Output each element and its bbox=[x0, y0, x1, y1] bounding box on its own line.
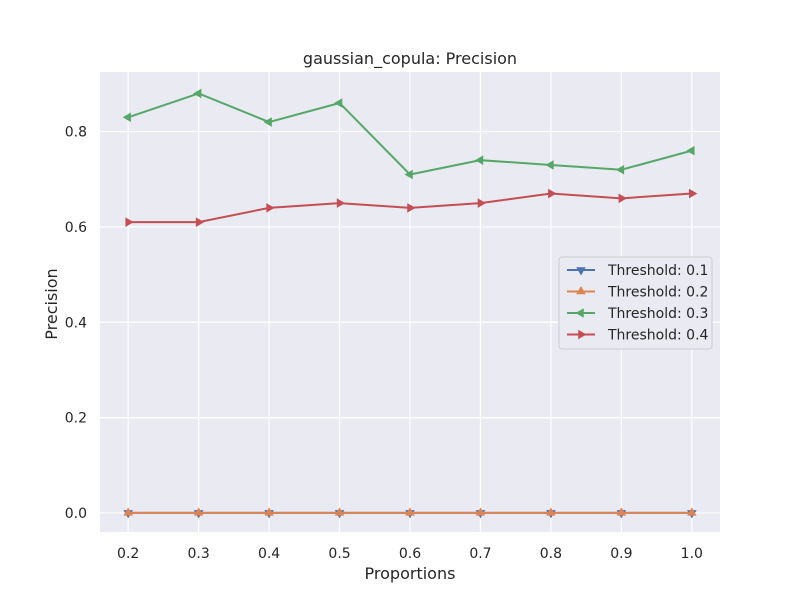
legend-label: Threshold: 0.3 bbox=[607, 306, 708, 322]
data-point bbox=[123, 507, 133, 516]
x-tick-label: 0.7 bbox=[469, 546, 491, 562]
data-point bbox=[616, 507, 627, 516]
data-point bbox=[686, 145, 695, 156]
legend-label: Threshold: 0.1 bbox=[607, 263, 708, 279]
data-point bbox=[193, 507, 204, 516]
legend-item: Threshold: 0.3 bbox=[567, 306, 708, 322]
data-point bbox=[334, 98, 343, 108]
x-tick-label: 0.4 bbox=[258, 546, 280, 562]
legend-label: Threshold: 0.4 bbox=[607, 328, 709, 344]
legend-box bbox=[558, 256, 713, 350]
data-point bbox=[266, 203, 275, 213]
series-layer bbox=[122, 88, 698, 519]
x-tick-label: 0.5 bbox=[328, 546, 350, 562]
x-tick-label: 0.6 bbox=[399, 546, 421, 562]
legend-item: Threshold: 0.4 bbox=[567, 328, 709, 344]
x-tick-label: 0.2 bbox=[117, 546, 139, 562]
y-tick-label: 0.8 bbox=[65, 125, 87, 141]
data-point bbox=[404, 169, 413, 180]
x-axis-label: Proportions bbox=[365, 564, 456, 583]
x-tick-label: 1.0 bbox=[681, 546, 703, 562]
y-tick-label: 0.6 bbox=[65, 220, 87, 236]
chart-title: gaussian_copula: Precision bbox=[303, 49, 517, 69]
data-point bbox=[193, 88, 202, 99]
data-point bbox=[195, 217, 205, 227]
y-tick-label: 0.4 bbox=[65, 315, 87, 331]
x-tick-label: 0.8 bbox=[540, 546, 562, 562]
data-point bbox=[618, 193, 627, 204]
legend-marker bbox=[578, 329, 587, 340]
series-3 bbox=[122, 88, 695, 180]
legend-item: Threshold: 0.2 bbox=[567, 285, 708, 301]
data-point bbox=[548, 188, 557, 199]
y-tick-label: 0.2 bbox=[65, 411, 87, 427]
series-2 bbox=[123, 507, 697, 516]
data-point bbox=[545, 160, 554, 170]
legend-marker bbox=[575, 308, 584, 318]
data-point bbox=[122, 112, 131, 123]
data-point bbox=[405, 507, 415, 516]
data-point bbox=[125, 217, 134, 227]
x-axis-ticks: 0.2 0.3 0.4 0.5 0.6 0.7 0.8 0.9 1.0 bbox=[117, 546, 703, 562]
y-tick-label: 0.0 bbox=[65, 506, 87, 522]
y-axis-label: Precision bbox=[42, 268, 61, 339]
data-point bbox=[474, 155, 484, 165]
y-axis-ticks: 0.0 0.2 0.4 0.6 0.8 bbox=[65, 125, 87, 522]
legend: Threshold: 0.1 Threshold: 0.2 Threshold: 0… bbox=[558, 256, 713, 350]
series-4 bbox=[125, 188, 698, 227]
data-point bbox=[546, 507, 556, 516]
data-point bbox=[689, 188, 698, 199]
data-point bbox=[264, 507, 274, 516]
x-tick-label: 0.9 bbox=[610, 546, 632, 562]
legend-label: Threshold: 0.2 bbox=[607, 285, 708, 301]
data-point bbox=[477, 198, 486, 208]
legend-item: Threshold: 0.1 bbox=[567, 263, 708, 279]
data-point bbox=[407, 203, 416, 213]
x-tick-label: 0.3 bbox=[188, 546, 210, 562]
data-point bbox=[334, 507, 345, 516]
data-point bbox=[475, 507, 486, 516]
data-point bbox=[615, 164, 625, 175]
data-point bbox=[336, 198, 346, 208]
legend-marker bbox=[576, 286, 586, 295]
data-point bbox=[687, 507, 697, 516]
legend-marker bbox=[576, 267, 586, 276]
data-point bbox=[263, 117, 272, 127]
